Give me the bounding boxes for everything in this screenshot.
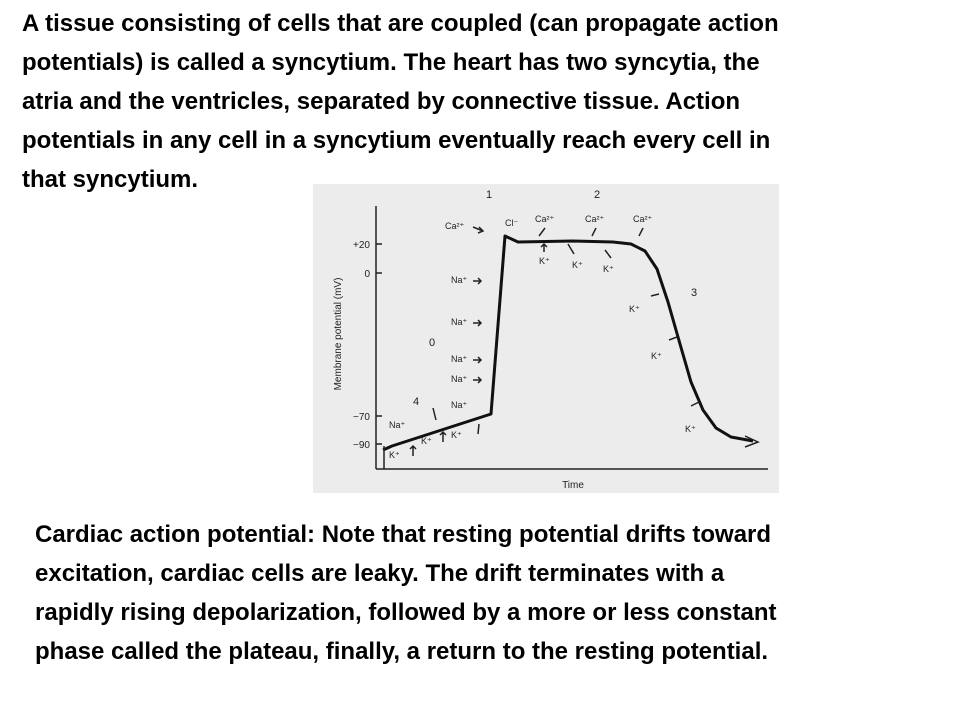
k-label-6: K⁺ <box>685 424 696 434</box>
ca-label-4: Ca²⁺ <box>633 214 653 224</box>
action-potential-curve <box>382 234 754 452</box>
curve-end-arrow-icon <box>744 435 760 448</box>
x-axis-label: Time <box>562 480 584 491</box>
caption-line-2: excitation, cardiac cells are leaky. The… <box>35 560 725 587</box>
caption-paragraph: Cardiac action potential: Note that rest… <box>35 515 935 671</box>
intro-line-1: A tissue consisting of cells that are co… <box>22 10 779 37</box>
k-arrow-icon-4 <box>650 293 660 297</box>
intro-paragraph: A tissue consisting of cells that are co… <box>22 4 922 199</box>
k-label-7: K⁺ <box>389 450 400 460</box>
na-arrow-icon-2 <box>473 319 483 327</box>
na-label-4: Na⁺ <box>451 374 468 384</box>
phase-4-label: 4 <box>413 396 419 408</box>
na-label-3: Na⁺ <box>451 354 468 364</box>
ca-arrow-icon-2 <box>538 227 546 237</box>
k-arrow-icon-1 <box>540 242 548 252</box>
phase4-arrow-icon-2 <box>409 444 417 456</box>
k-label-2: K⁺ <box>572 260 583 270</box>
na-label-5: Na⁺ <box>451 400 468 410</box>
caption-line-1: Cardiac action potential: Note that rest… <box>35 521 772 548</box>
phase-0-label: 0 <box>429 337 435 349</box>
ca-arrow-icon-1 <box>472 226 485 234</box>
figure-background <box>313 184 779 493</box>
phase-3-label: 3 <box>691 287 697 299</box>
k-arrow-icon-2 <box>567 243 575 255</box>
intro-line-2: potentials) is called a syncytium. The h… <box>22 49 760 76</box>
k-label-3: K⁺ <box>603 264 614 274</box>
intro-line-4: potentials in any cell in a syncytium ev… <box>22 127 771 154</box>
k-label-9: K⁺ <box>451 430 462 440</box>
figure-svg: +20 0 −70 −90 Membrane potential (mV) Ti… <box>313 184 779 493</box>
k-label-4: K⁺ <box>629 304 640 314</box>
ca-label-1: Ca²⁺ <box>445 221 465 231</box>
intro-line-5: that syncytium. <box>22 166 199 193</box>
na-label-1: Na⁺ <box>451 275 468 285</box>
ca-label-3: Ca²⁺ <box>585 214 605 224</box>
phase-2-label: 2 <box>594 189 600 201</box>
y-axis-label: Membrane potential (mV) <box>333 278 344 391</box>
ca-arrow-icon-3 <box>591 227 597 237</box>
k-label-5: K⁺ <box>651 351 662 361</box>
k-arrow-icon-6 <box>690 401 700 407</box>
ytick-label-0: 0 <box>364 269 370 280</box>
na-arrow-icon-1 <box>473 277 483 285</box>
caption-line-3: rapidly rising depolarization, followed … <box>35 599 777 626</box>
na-arrow-icon-4 <box>473 376 483 384</box>
phase-1-label: 1 <box>486 189 492 201</box>
cardiac-action-potential-figure: +20 0 −70 −90 Membrane potential (mV) Ti… <box>313 184 779 493</box>
ca-arrow-icon-4 <box>638 227 644 237</box>
k-arrow-icon-3 <box>604 249 612 259</box>
ca-label-2: Ca²⁺ <box>535 214 555 224</box>
ytick-label-minus90: −90 <box>353 440 370 451</box>
caption-line-4: phase called the plateau, finally, a ret… <box>35 638 769 665</box>
na-label-6: Na⁺ <box>389 420 406 430</box>
na-arrow-icon-3 <box>473 356 483 364</box>
phase4-arrow-icon-4 <box>477 423 480 435</box>
ytick-label-plus20: +20 <box>353 240 370 251</box>
cl-label: Cl⁻ <box>505 218 518 228</box>
intro-line-3: atria and the ventricles, separated by c… <box>22 88 741 115</box>
phase4-arrow-icon-1 <box>432 407 437 421</box>
k-arrow-icon-5 <box>668 336 678 341</box>
na-label-2: Na⁺ <box>451 317 468 327</box>
phase4-arrow-icon-3 <box>439 430 447 442</box>
k-label-1: K⁺ <box>539 256 550 266</box>
ytick-label-minus70: −70 <box>353 412 370 423</box>
k-label-8: K⁺ <box>421 436 432 446</box>
